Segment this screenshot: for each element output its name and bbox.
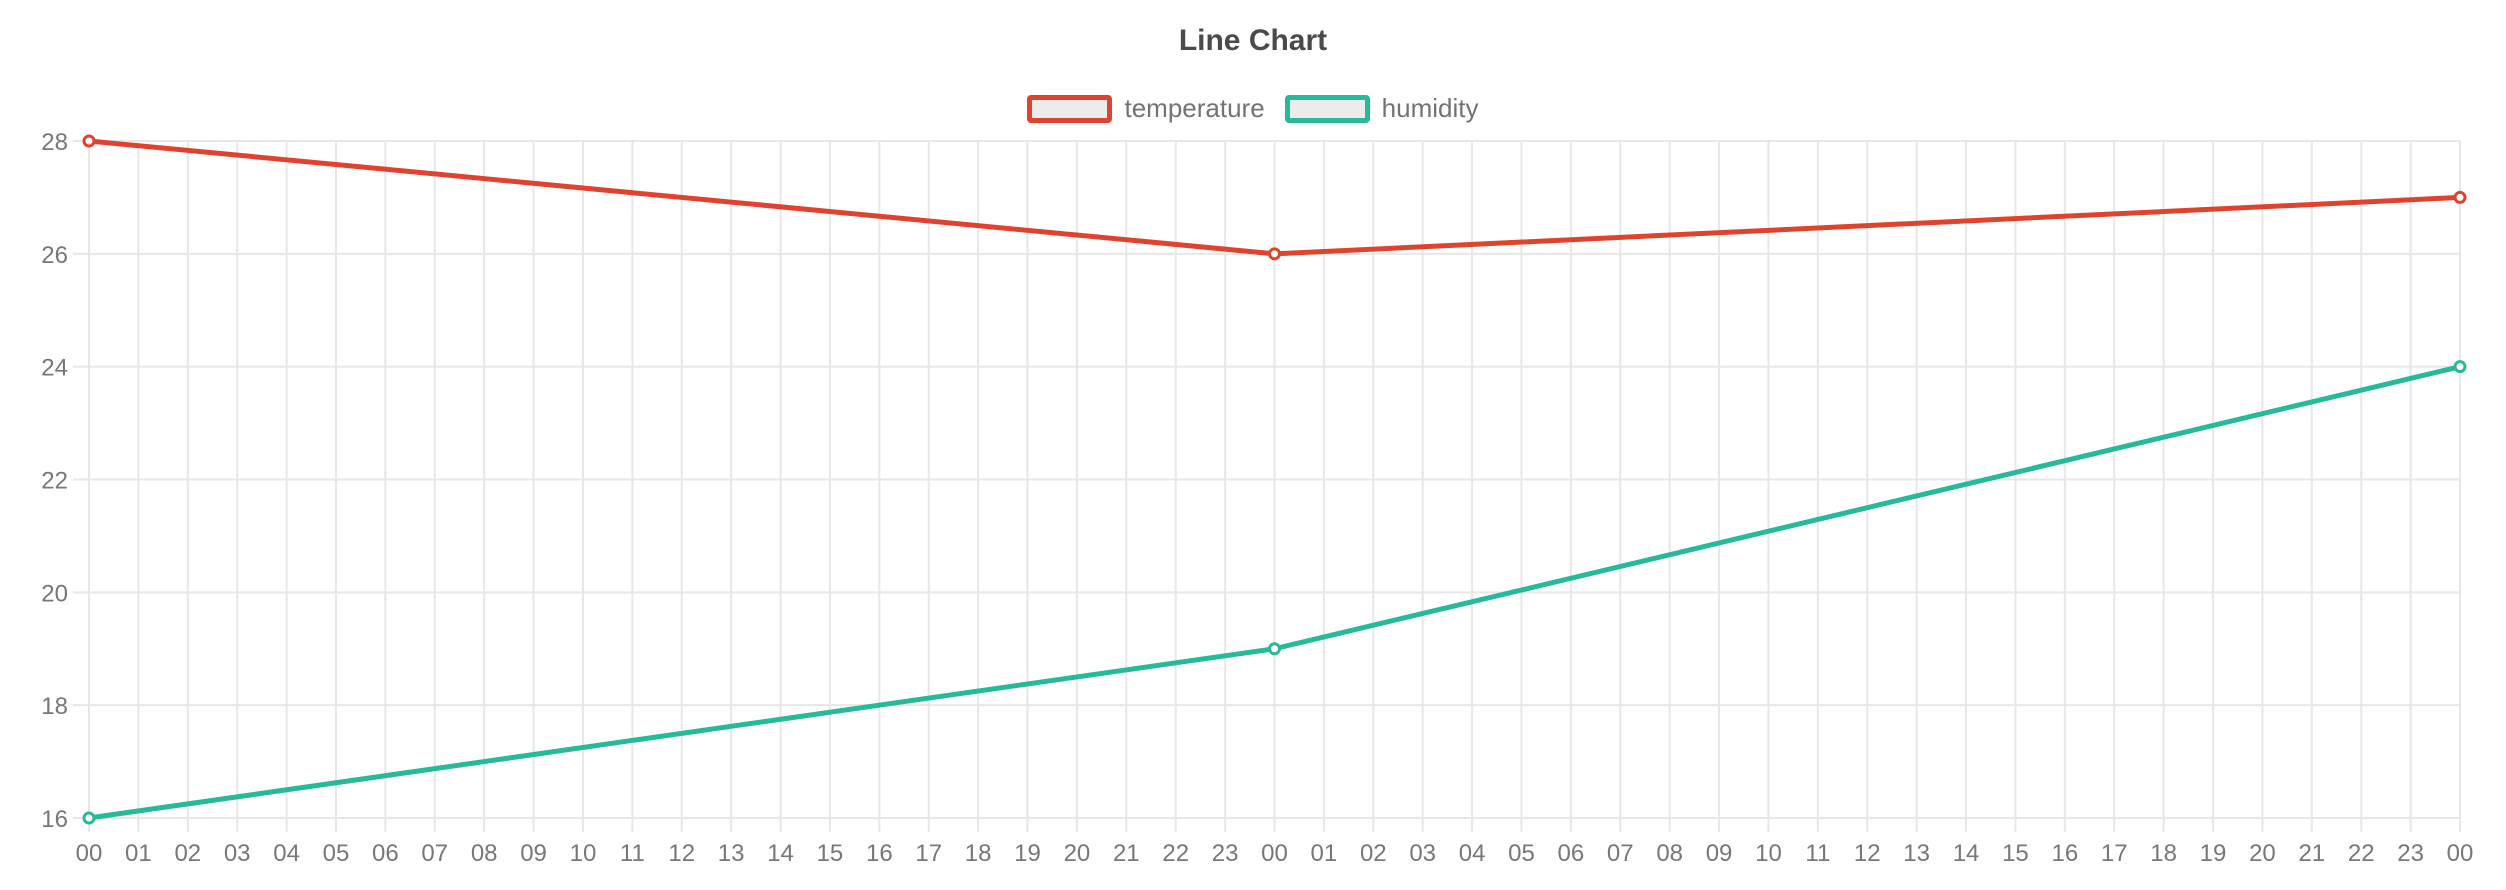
x-tick-label: 05 — [1508, 840, 1535, 867]
x-tick-label: 14 — [767, 840, 794, 867]
x-tick-label: 11 — [1805, 840, 1830, 867]
y-tick-label: 26 — [41, 242, 68, 269]
x-tick-label: 16 — [866, 840, 893, 867]
legend-label-temperature: temperature — [1124, 93, 1265, 123]
x-tick-label: 07 — [1607, 840, 1634, 867]
x-tick-label: 09 — [520, 840, 547, 867]
y-tick-label: 28 — [41, 129, 68, 156]
chart-legend: temperature humidity — [0, 93, 2506, 124]
y-tick-label: 24 — [41, 355, 68, 382]
chart-title: Line Chart — [1178, 24, 1328, 57]
x-tick-label: 04 — [273, 840, 300, 867]
x-tick-label: 00 — [2447, 840, 2474, 867]
data-point-temperature[interactable] — [1268, 247, 1281, 261]
x-tick-label: 22 — [2348, 840, 2375, 867]
x-tick-label: 02 — [1360, 840, 1387, 867]
x-tick-label: 04 — [1459, 840, 1486, 867]
x-tick-label: 08 — [471, 840, 498, 867]
x-tick-label: 15 — [817, 840, 844, 867]
x-tick-label: 08 — [1656, 840, 1683, 867]
x-tick-label: 17 — [2101, 840, 2128, 867]
x-tick-label: 19 — [2200, 840, 2227, 867]
x-tick-label: 17 — [915, 840, 942, 867]
x-tick-label: 21 — [2298, 840, 2325, 867]
x-tick-label: 00 — [76, 840, 103, 867]
x-tick-label: 10 — [1755, 840, 1782, 867]
x-tick-label: 19 — [1014, 840, 1041, 867]
x-tick-label: 23 — [2397, 840, 2424, 867]
x-tick-label: 07 — [421, 840, 448, 867]
x-tick-label: 02 — [174, 840, 201, 867]
y-tick-label: 20 — [41, 580, 68, 607]
x-tick-label: 06 — [1558, 840, 1585, 867]
y-tick-label: 16 — [41, 806, 68, 833]
x-tick-label: 11 — [620, 840, 645, 867]
x-tick-label: 13 — [718, 840, 745, 867]
legend-item-humidity[interactable]: humidity — [1284, 93, 1479, 124]
y-tick-label: 22 — [41, 468, 68, 495]
x-tick-label: 01 — [125, 840, 152, 867]
y-tick-label: 18 — [41, 693, 68, 720]
x-tick-label: 01 — [1311, 840, 1338, 867]
legend-item-temperature[interactable]: temperature — [1027, 93, 1265, 124]
data-point-humidity[interactable] — [2453, 360, 2467, 374]
x-tick-label: 20 — [2249, 840, 2276, 867]
x-tick-label: 15 — [2002, 840, 2029, 867]
x-tick-label: 12 — [668, 840, 695, 867]
legend-swatch-temperature-icon — [1027, 94, 1113, 123]
x-tick-label: 22 — [1162, 840, 1189, 867]
data-point-temperature[interactable] — [2453, 190, 2467, 204]
data-point-temperature[interactable] — [82, 134, 96, 148]
x-tick-label: 21 — [1113, 840, 1140, 867]
x-tick-label: 20 — [1064, 840, 1091, 867]
legend-swatch-humidity-icon — [1284, 94, 1370, 123]
x-tick-label: 18 — [2150, 840, 2177, 867]
x-tick-label: 00 — [1261, 840, 1288, 867]
x-tick-label: 23 — [1212, 840, 1239, 867]
x-tick-label: 03 — [224, 840, 251, 867]
x-tick-label: 16 — [2051, 840, 2078, 867]
data-point-humidity[interactable] — [1268, 642, 1281, 656]
x-tick-label: 03 — [1409, 840, 1436, 867]
x-tick-label: 09 — [1706, 840, 1733, 867]
data-point-humidity[interactable] — [82, 811, 96, 825]
legend-label-humidity: humidity — [1381, 93, 1479, 123]
x-tick-label: 06 — [372, 840, 399, 867]
x-tick-label: 12 — [1854, 840, 1881, 867]
x-tick-label: 13 — [1903, 840, 1930, 867]
x-tick-label: 18 — [965, 840, 992, 867]
x-tick-label: 05 — [323, 840, 350, 867]
x-tick-label: 10 — [570, 840, 597, 867]
x-tick-label: 14 — [1953, 840, 1980, 867]
